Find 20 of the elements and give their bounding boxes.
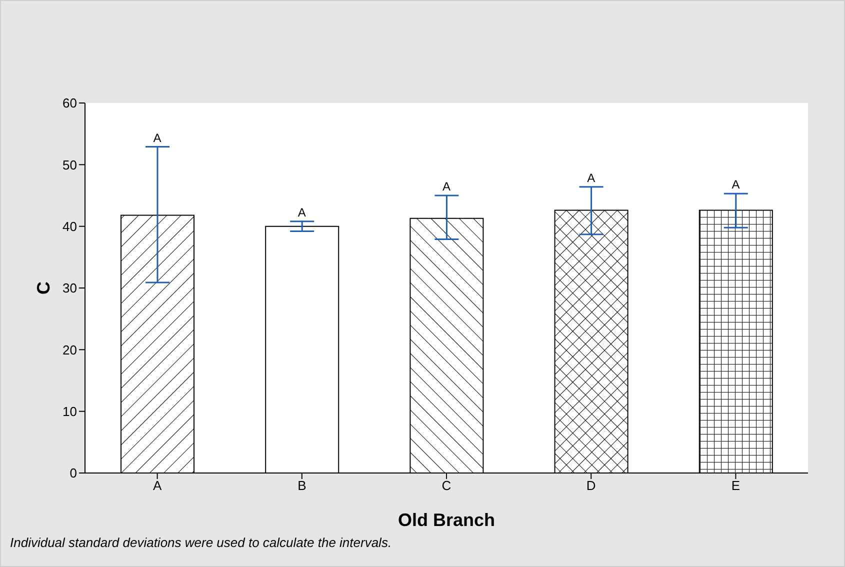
y-axis-title: C xyxy=(33,282,54,294)
y-tick-label: 40 xyxy=(62,218,77,234)
x-tick-label: C xyxy=(442,478,452,494)
x-axis-title: Old Branch xyxy=(398,510,496,530)
annotation: A xyxy=(298,205,306,220)
y-tick-label: 30 xyxy=(62,280,77,296)
x-tick-label: B xyxy=(298,478,306,494)
y-tick-label: 60 xyxy=(62,96,77,111)
x-tick-label: A xyxy=(152,478,162,494)
y-tick-label: 10 xyxy=(62,404,77,419)
annotation: A xyxy=(153,130,162,145)
x-tick-label: D xyxy=(586,478,596,494)
annotation: A xyxy=(587,170,596,185)
y-tick-label: 20 xyxy=(62,342,77,358)
x-tick-label: E xyxy=(731,478,740,494)
text: Individual standard deviations were used to calculate the intervals. xyxy=(10,535,392,550)
y-tick-label: 50 xyxy=(62,157,77,172)
annotation: A xyxy=(732,178,740,192)
y-tick-label: 0 xyxy=(70,466,77,481)
annotation: A xyxy=(442,180,451,194)
